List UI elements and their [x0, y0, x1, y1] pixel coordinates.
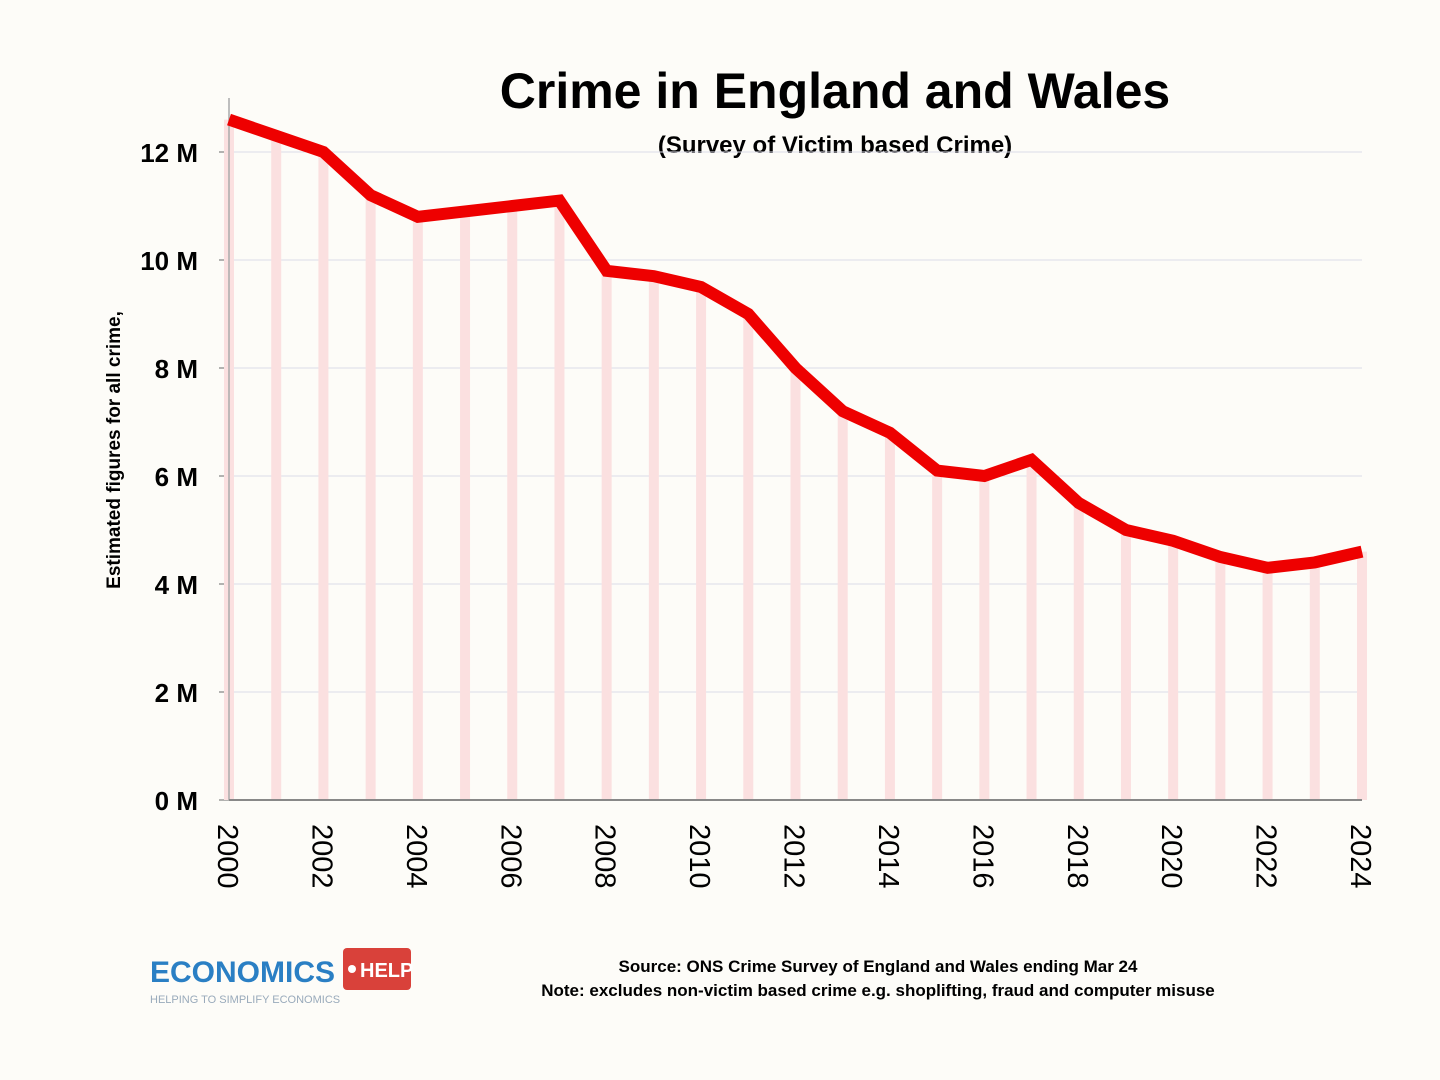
drop-bar: [554, 200, 565, 801]
line-series: [227, 113, 1364, 574]
y-tick-label: 10 M: [140, 246, 198, 276]
y-tick-label: 4 M: [155, 570, 198, 600]
drop-bar: [271, 135, 282, 801]
chart-title: Crime in England and Wales: [500, 63, 1170, 119]
x-tick-label: 2008: [589, 824, 621, 889]
drop-bar: [365, 195, 376, 800]
logo-tagline: HELPING TO SIMPLIFY ECONOMICS: [150, 994, 340, 1006]
drop-bar: [696, 287, 707, 800]
chart-subtitle: (Survey of Victim based Crime): [658, 132, 1012, 159]
x-tick-label: 2024: [1344, 824, 1376, 889]
x-tick-label: 2022: [1250, 824, 1282, 889]
x-tick-label: 2004: [400, 824, 432, 889]
drop-bar: [979, 476, 990, 800]
x-tick-label: 2010: [683, 824, 715, 889]
drop-bar: [601, 270, 612, 800]
y-tick-label: 12 M: [140, 138, 198, 168]
drop-bar: [1026, 459, 1037, 800]
x-tick-label: 2018: [1061, 824, 1093, 889]
drop-bar: [1120, 530, 1131, 800]
drop-bar: [412, 216, 423, 801]
drop-bar: [743, 314, 754, 800]
drop-bar: [318, 152, 329, 800]
drop-bar: [1073, 503, 1084, 800]
y-axis-label: Estimated figures for all crime,: [104, 311, 125, 589]
drop-bar: [884, 432, 895, 800]
note: Note: excludes non-victim based crime e.…: [541, 981, 1215, 1000]
x-tick-label: 2002: [305, 824, 337, 889]
drop-bar: [837, 411, 848, 800]
drop-bar: [932, 470, 943, 800]
drop-bar: [1168, 540, 1179, 800]
y-tick-label: 2 M: [155, 678, 198, 708]
drop-bar: [1357, 551, 1367, 800]
x-tick-label: 2020: [1155, 824, 1187, 889]
drop-bar: [1262, 567, 1273, 800]
logo-badge-bg: [343, 948, 411, 990]
y-tick-label: 8 M: [155, 354, 198, 384]
x-tick-label: 2000: [211, 824, 243, 889]
drop-bar: [460, 211, 471, 800]
logo-name: ECONOMICS: [150, 956, 335, 989]
x-tick-label: 2006: [494, 824, 526, 889]
drop-bar: [1309, 562, 1320, 800]
x-tick-label: 2012: [778, 824, 810, 889]
logo-badge: HELP: [360, 960, 413, 982]
x-tick-label: 2016: [966, 824, 998, 889]
logo-dot: [348, 965, 356, 973]
source: Source: ONS Crime Survey of England and …: [619, 957, 1138, 976]
drop-bar: [648, 276, 659, 800]
y-tick-label: 6 M: [155, 462, 198, 492]
drop-bar: [507, 206, 518, 800]
y-tick-label: 0 M: [155, 786, 198, 816]
drop-bar: [1215, 557, 1226, 800]
logo: ECONOMICS HELP HELPING TO SIMPLIFY ECONO…: [150, 948, 413, 1006]
drop-bar: [790, 368, 801, 800]
x-tick-label: 2014: [872, 824, 904, 889]
